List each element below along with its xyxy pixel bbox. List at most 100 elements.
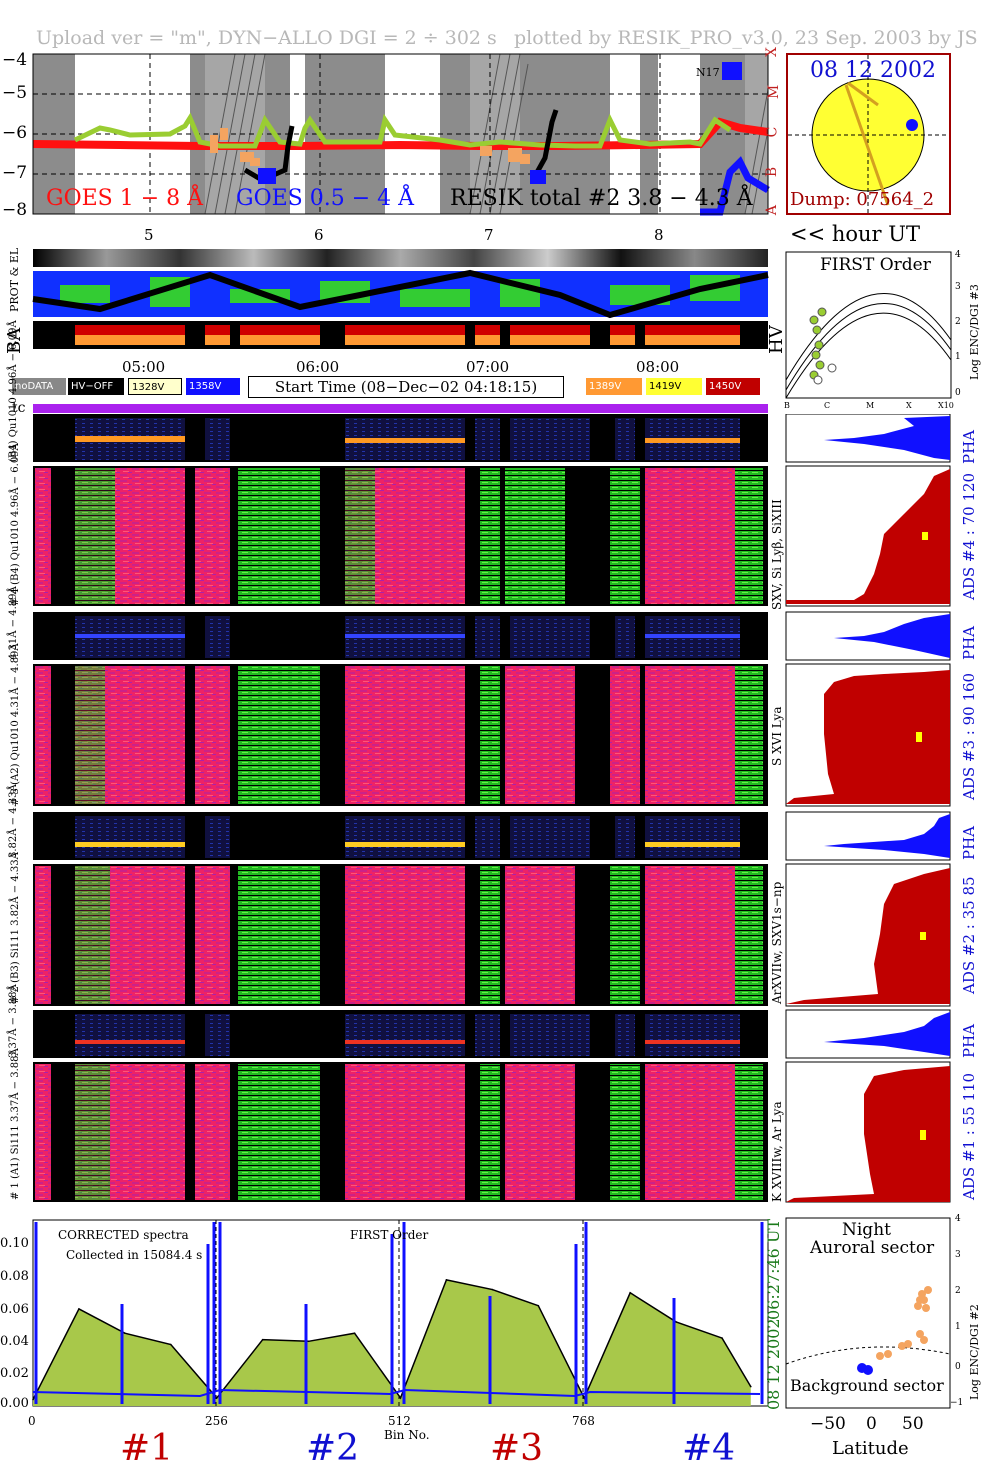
spectrum-panel: CORRECTED spectra Collected in 15084.4 s…	[0, 1214, 785, 1477]
fo-ytick-2: 2	[955, 317, 961, 327]
pha-tag-3: PHA	[960, 625, 978, 660]
lat-xtick-50: 50	[902, 1414, 924, 1434]
spectrum-subtitle-left: Collected in 15084.4 s	[66, 1248, 203, 1262]
pha-tag-2: PHA	[960, 825, 978, 860]
fit-curve-lower	[785, 312, 952, 399]
fo-ytick-1: 1	[955, 352, 961, 362]
spectrogram-2	[33, 864, 768, 1006]
sun-date: 08 12 2002	[810, 58, 936, 83]
goes-ytick-2: −5	[2, 83, 28, 103]
ads-label-1: ADS #1 : 55 110	[960, 1072, 978, 1200]
spectrum-point	[307, 1340, 310, 1343]
spec-ytick-006: 0.06	[0, 1302, 29, 1317]
legend-1419v: 1419V	[646, 378, 702, 395]
first-order-panel: FIRST Order 4 3 2 1 0 B C M X X10	[784, 250, 961, 410]
clock-0600: 06:00	[296, 358, 340, 376]
spectrum-point	[399, 1397, 402, 1399]
first-order-ylabel: Log ENC/DGI #3	[968, 284, 981, 380]
spec-xlabel: Bin No.	[384, 1428, 430, 1442]
resik-olive-curve	[73, 112, 732, 149]
goes-ytick-1: −4	[2, 50, 28, 70]
lat-ytick-3: 3	[955, 1250, 961, 1260]
pha-hist-3	[785, 611, 951, 661]
spectrum-point	[629, 1291, 631, 1294]
class-a: A	[764, 204, 781, 216]
pha-strip-3	[33, 612, 768, 660]
legend-1389v: 1389V	[586, 378, 642, 395]
ads-label-3: ADS #3 : 90 160	[960, 672, 978, 800]
prot-el-label: PROT & EL	[8, 247, 21, 312]
goes-panel: N17 −4 −5 −6 −7 −8 X M C B A GOES 1 − 8 …	[0, 47, 783, 220]
spec-date: 08 12 2002	[764, 1318, 783, 1410]
pha-hist-1	[785, 1009, 951, 1059]
spectrum-point	[353, 1332, 356, 1335]
auroral-points	[876, 1286, 932, 1360]
spec-tag-1: #1	[120, 1428, 174, 1469]
orbit-track-2	[847, 81, 879, 107]
class-c: C	[764, 126, 781, 138]
lat-ytick-2: 2	[955, 1286, 961, 1296]
spectrum-point	[445, 1279, 448, 1281]
resik-total-curve-1	[243, 125, 295, 183]
spec-label-2: # 2 (B3) Si111 3.82Å − 4.33Å	[10, 852, 21, 1004]
spectrum-point	[261, 1338, 264, 1341]
auroral-boundary	[785, 1346, 951, 1365]
goes-hatching	[204, 53, 769, 215]
ads-hist-3	[785, 663, 951, 807]
clock-0500: 05:00	[122, 358, 166, 376]
background-points	[857, 1363, 873, 1375]
spectrum-title-center: FIRST Order	[350, 1228, 429, 1242]
lines-1: K XVIIIw, Ar Lya	[770, 1101, 784, 1202]
lat-xtick-m50: −50	[810, 1414, 846, 1434]
spec-tag-3: #3	[490, 1428, 544, 1469]
channel-spectrograms	[33, 414, 768, 1202]
hour-6: 6	[314, 226, 324, 244]
ads-hist-1	[785, 1061, 951, 1203]
spectrum-point	[170, 1343, 172, 1346]
lat-ytick-0: 0	[955, 1362, 961, 1372]
spec-ytick-002: 0.02	[0, 1366, 29, 1381]
spec-ytick-008: 0.08	[0, 1269, 29, 1284]
spectrogram-1	[33, 1062, 768, 1202]
spec-ytick-000: 0.00	[0, 1396, 29, 1411]
orbit-ground-track	[32, 269, 769, 319]
label-goes-long: GOES 1 − 8 Å	[46, 186, 204, 211]
label-goes-short: GOES 0.5 − 4 Å	[236, 186, 415, 211]
spec-xtick-256: 256	[205, 1414, 228, 1428]
fo-ytick-3: 3	[955, 282, 961, 292]
orbit-track-1	[844, 84, 890, 206]
hv-strip-segments	[75, 325, 740, 345]
latitude-xlabel: Latitude	[832, 1438, 909, 1459]
first-order-plot	[785, 251, 952, 399]
ads-hist-4	[785, 465, 951, 607]
first-order-points	[809, 307, 837, 385]
status-strips	[32, 249, 769, 349]
spectrum-point	[537, 1304, 540, 1307]
resik-orange-points	[210, 128, 530, 166]
goes-ytick-4: −7	[2, 163, 28, 183]
spectrum-blue-spikes	[34, 1222, 764, 1404]
hour-8: 8	[654, 226, 664, 244]
class-m: M	[766, 84, 783, 100]
lat-ytick-4: 4	[955, 1214, 961, 1224]
spectrum-point	[78, 1308, 80, 1310]
start-time: Start Time (08−Dec−02 04:18:15)	[248, 376, 564, 398]
legend-1358v: 1358V	[186, 378, 240, 395]
lines-3: S XVI Lya	[770, 706, 784, 767]
legend-1450v: 1450V	[706, 378, 760, 395]
flare-marker	[722, 62, 742, 80]
spectrum-point	[124, 1332, 126, 1335]
pha-label-4: (B4) Qu1010 4.96Å − 6.09Å	[8, 320, 19, 462]
latitude-plot	[785, 1217, 951, 1409]
lines-4: SXV, Si Lyβ, SiXIII	[770, 499, 784, 610]
latitude-panel: Night Auroral sector Background sector 4…	[784, 1214, 963, 1416]
latitude-frame	[785, 1217, 951, 1409]
spec-xtick-768: 768	[572, 1414, 595, 1428]
electron-strip	[33, 249, 768, 267]
legend-nodata: noDATA	[12, 378, 66, 395]
spec-time: 06:27:46 UT	[764, 1218, 783, 1320]
spec-xtick-0: 0	[28, 1414, 36, 1428]
spectrum-area-0	[33, 1279, 751, 1406]
pha-tag-4: PHA	[960, 429, 978, 464]
ads-hist-2	[785, 863, 951, 1007]
